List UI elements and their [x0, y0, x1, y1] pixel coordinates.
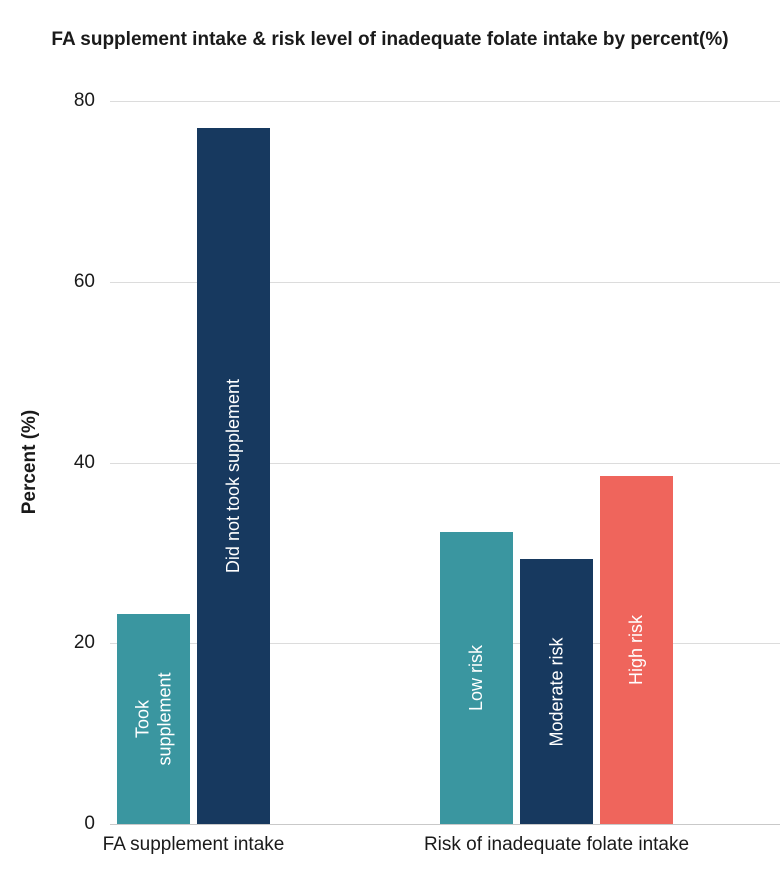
bar-label: Moderate risk — [546, 637, 567, 747]
bar-did-not-took-supplement: Did not took supplement — [197, 128, 270, 824]
gridline — [110, 281, 780, 283]
bar-label: Did not took supplement — [223, 379, 244, 574]
gridline — [110, 462, 780, 464]
bar-label: High risk — [626, 615, 647, 686]
y-tick-label: 60 — [73, 270, 95, 292]
x-category-label: FA supplement intake — [102, 834, 285, 855]
y-tick-label: 80 — [73, 90, 95, 111]
bar-label: Took supplement — [132, 672, 175, 766]
x-category-label: Risk of inadequate folate intake — [423, 834, 690, 855]
y-tick-label: 0 — [84, 813, 95, 834]
y-tick-label: 20 — [73, 632, 95, 654]
chart-title: FA supplement intake & risk level of ina… — [51, 29, 729, 50]
bar-label: Low risk — [466, 645, 487, 712]
bar-low-risk: Low risk — [440, 532, 513, 824]
plot-area: Took supplement Did not took supplement Lo… — [110, 101, 780, 825]
gridline — [110, 101, 780, 102]
y-tick-label: 40 — [73, 451, 95, 473]
bar-moderate-risk: Moderate risk — [520, 559, 593, 824]
bar-took-supplement: Took supplement — [117, 614, 190, 824]
y-axis-label: Percent (%) — [19, 409, 40, 515]
bar-high-risk: High risk — [600, 476, 673, 824]
